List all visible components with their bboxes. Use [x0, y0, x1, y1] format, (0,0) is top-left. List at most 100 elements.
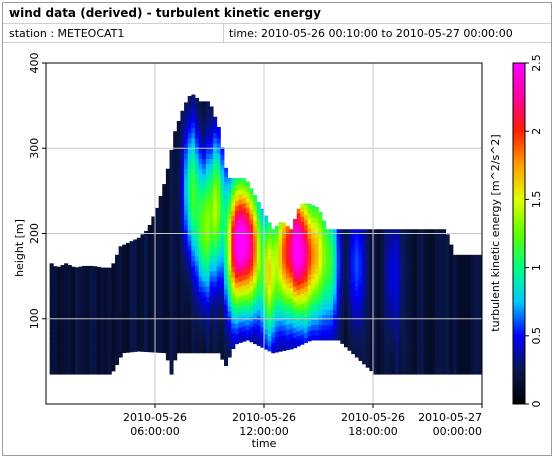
heat-cell: [140, 346, 145, 352]
heat-cell: [234, 338, 239, 345]
heat-cell: [322, 227, 327, 234]
heat-cell: [100, 297, 105, 303]
heat-cell: [420, 369, 425, 375]
heat-cell: [111, 299, 116, 305]
heat-cell: [104, 307, 109, 314]
heat-cell: [285, 329, 290, 335]
heat-cell: [64, 317, 69, 324]
heat-cell: [343, 300, 348, 307]
heat-cell: [155, 306, 160, 312]
heat-cell: [438, 229, 443, 232]
heat-cell: [242, 182, 247, 189]
heat-cell: [184, 117, 189, 124]
heat-cell: [296, 310, 301, 316]
heat-cell: [354, 336, 359, 343]
heat-cell: [216, 153, 221, 159]
heat-cell: [140, 325, 145, 332]
heat-cell: [303, 286, 308, 292]
heat-cell: [336, 258, 341, 264]
heat-cell: [456, 343, 461, 349]
heat-cell: [151, 234, 156, 240]
heat-cell: [391, 246, 396, 252]
heat-cell: [169, 328, 174, 334]
heat-cell: [53, 317, 58, 324]
heat-cell: [187, 347, 192, 354]
heat-cell: [409, 348, 414, 355]
heat-cell: [347, 329, 352, 336]
heat-cell: [256, 222, 261, 229]
heat-cell: [336, 247, 341, 254]
heat-cell: [442, 312, 447, 319]
heat-cell: [249, 290, 254, 297]
heat-cell: [78, 266, 83, 268]
heat-cell: [380, 292, 385, 298]
heat-cell: [213, 255, 218, 262]
heat-cell: [184, 122, 189, 129]
heat-cell: [173, 165, 178, 172]
heat-cell: [191, 276, 196, 282]
heat-cell: [187, 122, 192, 129]
heat-cell: [423, 229, 428, 232]
heat-cell: [158, 195, 163, 200]
heat-cell: [354, 346, 359, 353]
heat-cell: [245, 186, 250, 193]
heat-cell: [158, 199, 163, 205]
heat-cell: [96, 363, 101, 370]
heat-cell: [471, 266, 476, 273]
heat-cell: [144, 249, 149, 255]
heat-cell: [427, 292, 432, 298]
heat-cell: [169, 210, 174, 216]
heat-cell: [329, 247, 334, 254]
heat-cell: [293, 301, 298, 308]
heat-cell: [155, 244, 160, 251]
heat-cell: [282, 243, 287, 249]
heat-cell: [85, 307, 90, 314]
heat-cell: [118, 331, 123, 338]
heat-cell: [303, 332, 308, 338]
heat-cell: [144, 326, 149, 332]
heat-cell: [187, 224, 192, 231]
heat-cell: [180, 260, 185, 267]
heat-cell: [412, 307, 417, 314]
heat-cell: [60, 302, 65, 309]
heat-cell: [115, 313, 120, 319]
heat-cell: [213, 132, 218, 139]
heat-cell: [202, 327, 207, 333]
heat-cell: [420, 353, 425, 360]
heat-cell: [194, 296, 199, 303]
heat-cell: [431, 328, 436, 334]
heat-cell: [271, 235, 276, 241]
heat-cell: [467, 323, 472, 329]
heat-cell: [216, 286, 221, 292]
heat-cell: [380, 369, 385, 375]
heat-cell: [467, 353, 472, 360]
heat-cell: [125, 306, 130, 312]
heat-cell: [296, 248, 301, 255]
heat-cell: [285, 252, 290, 259]
heat-cell: [53, 323, 58, 329]
heat-cell: [391, 236, 396, 242]
heat-cell: [478, 302, 482, 309]
heat-cell: [303, 209, 308, 216]
heat-cell: [478, 297, 482, 303]
heat-cell: [75, 363, 80, 370]
heat-cell: [423, 312, 428, 319]
heat-cell: [442, 241, 447, 247]
heat-cell: [467, 302, 472, 309]
heat-cell: [311, 299, 316, 305]
heat-cell: [376, 251, 381, 257]
heat-cell: [71, 323, 76, 329]
heat-cell: [402, 323, 407, 329]
heat-cell: [387, 338, 392, 344]
heat-cell: [122, 337, 127, 343]
heat-cell: [129, 300, 134, 307]
heat-cell: [460, 307, 465, 314]
heat-cell: [354, 326, 359, 332]
heat-cell: [343, 285, 348, 292]
heat-cell: [391, 287, 396, 293]
heat-cell: [318, 237, 323, 244]
heat-cell: [198, 184, 203, 190]
heat-cell: [303, 214, 308, 221]
heat-cell: [242, 310, 247, 317]
heat-cell: [452, 312, 457, 319]
